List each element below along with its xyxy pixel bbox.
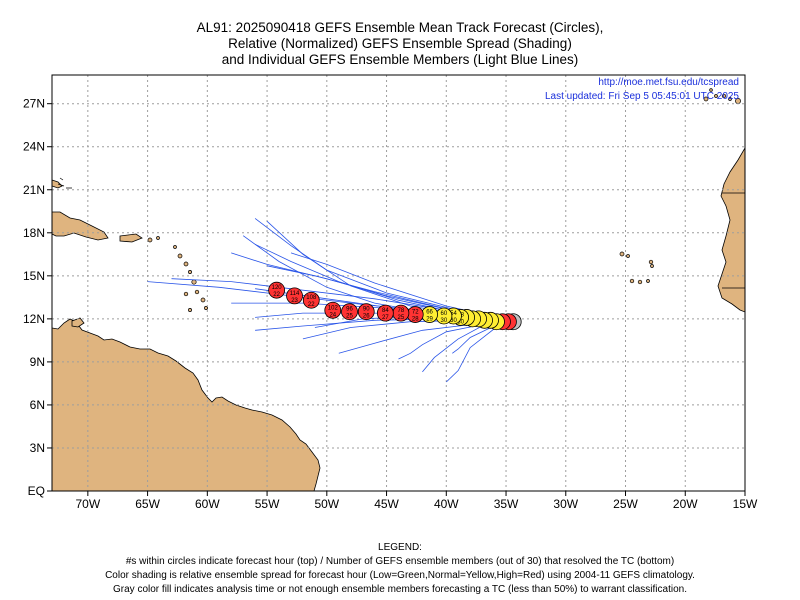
lat-tick-label: 15N [23, 269, 45, 283]
cape-verde-islands [619, 251, 654, 285]
forecast-hour-label: 54 [450, 311, 457, 317]
member-count-label: 25 [398, 315, 405, 321]
lat-tick-label: 12N [23, 312, 45, 326]
lat-tick-label: 24N [23, 140, 45, 154]
cuba-island [52, 179, 63, 189]
title-line-3: and Individual GEFS Ensemble Members (Li… [221, 52, 579, 67]
lat-tick-label: 9N [30, 355, 45, 369]
lat-tick-label: 21N [23, 183, 45, 197]
legend: LEGEND: #s within circles indicate forec… [0, 541, 800, 597]
forecast-hour-label: 60 [441, 311, 448, 317]
lon-tick-label: 25W [613, 497, 638, 511]
forecast-hour-label: 114 [290, 291, 300, 297]
lat-tick-label: 6N [30, 398, 45, 412]
africa-landmass [717, 147, 745, 313]
member-count-label: 22 [308, 302, 315, 308]
lon-tick-label: 20W [673, 497, 698, 511]
forecast-hour-label: 72 [412, 310, 419, 316]
member-count-label: 29 [426, 317, 433, 323]
lon-tick-label: 50W [314, 497, 339, 511]
legend-line-3: Gray color fill indicates analysis time … [113, 584, 687, 595]
forecast-hour-label: 78 [398, 308, 405, 314]
puerto-rico-island [119, 233, 143, 243]
member-count-label: 28 [412, 317, 419, 323]
lat-tick-label: 27N [23, 97, 45, 111]
lon-tick-label: 70W [76, 497, 101, 511]
title-line-1: AL91: 2025090418 GEFS Ensemble Mean Trac… [196, 20, 604, 35]
member-count-label: 27 [382, 315, 389, 321]
member-count-label: 30 [441, 318, 448, 324]
member-count-label: 24 [329, 312, 336, 318]
mean-track: 4830543060306629722878258427902696251022… [268, 281, 522, 331]
lon-tick-label: 45W [374, 497, 399, 511]
mean-track-circle [341, 303, 358, 321]
member-count-label: 26 [363, 314, 370, 320]
forecast-hour-label: 66 [426, 310, 433, 316]
lon-tick-label: 30W [553, 497, 578, 511]
lon-tick-label: 35W [494, 497, 519, 511]
last-updated: Last updated: Fri Sep 5 05:45:01 UTC 202… [545, 91, 739, 102]
canary-islands [703, 88, 741, 104]
forecast-hour-label: 102 [328, 305, 339, 311]
gridlines [52, 75, 745, 491]
legend-line-1: #s within circles indicate forecast hour… [125, 556, 675, 567]
mean-track-circle [357, 303, 375, 321]
mean-track-circle [324, 301, 342, 319]
source-url[interactable]: http://moe.met.fsu.edu/tcspread [598, 77, 739, 88]
lat-tick-label: 3N [30, 441, 45, 455]
title-line-2: Relative (Normalized) GEFS Ensemble Spre… [228, 36, 572, 51]
lon-tick-label: 15W [733, 497, 758, 511]
legend-heading: LEGEND: [378, 542, 422, 553]
mean-track-circle [376, 304, 394, 322]
member-count-label: 23 [291, 298, 298, 304]
member-count-label: 25 [346, 314, 353, 320]
forecast-hour-label: 120 [272, 285, 283, 291]
lat-tick-label: 18N [23, 226, 45, 240]
forecast-hour-label: 84 [382, 308, 389, 314]
member-count-label: 22 [273, 292, 280, 298]
mean-track-circle [302, 291, 320, 309]
map-frame [51, 74, 746, 492]
member-count-label: 30 [457, 319, 464, 325]
bahamas-islands [57, 177, 72, 189]
forecast-hour-label: 108 [306, 295, 317, 301]
lon-tick-label: 60W [195, 497, 220, 511]
lon-tick-label: 55W [255, 497, 280, 511]
lat-axis: 27N 24N 21N 18N 15N 12N 9N 6N 3N EQ [23, 97, 52, 498]
mean-track-circle [268, 281, 286, 299]
lon-axis: 70W 65W 60W 55W 50W 45W 40W 35W 30W 25W 20W 15W [76, 491, 758, 511]
lon-tick-label: 40W [434, 497, 459, 511]
forecast-hour-label: 90 [363, 307, 370, 313]
lesser-antilles [147, 236, 208, 312]
member-count-label: 30 [450, 318, 457, 324]
legend-line-2: Color shading is relative ensemble sprea… [105, 570, 695, 581]
lon-tick-label: 65W [135, 497, 160, 511]
mean-track-circle [286, 287, 303, 305]
lat-tick-label: EQ [28, 484, 45, 498]
forecast-hour-label: 96 [346, 307, 353, 313]
figure-title: AL91: 2025090418 GEFS Ensemble Mean Trac… [0, 20, 800, 68]
